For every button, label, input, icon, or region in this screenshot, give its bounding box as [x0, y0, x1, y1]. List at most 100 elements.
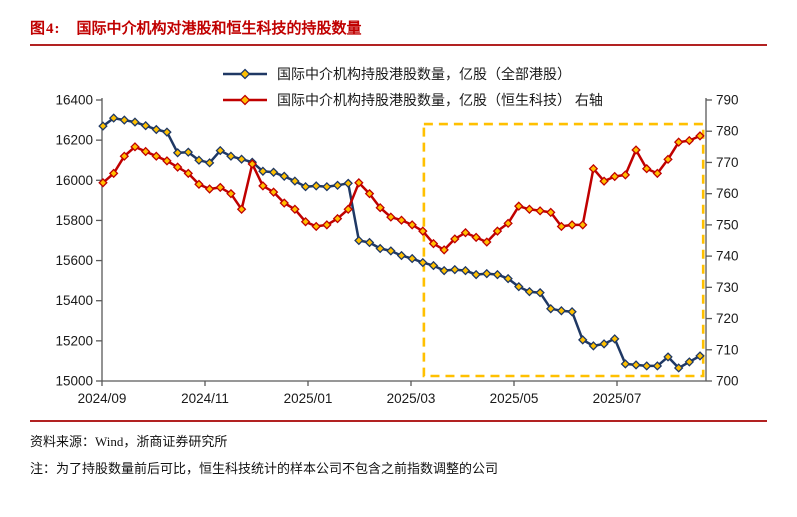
diamond-marker-icon: [322, 181, 332, 192]
diamond-marker-icon: [546, 207, 556, 218]
legend-item-all-hk: 国际中介机构持股港股数量，亿股（全部港股）: [222, 64, 603, 84]
y-tick-label-left: 16400: [55, 93, 93, 108]
diamond-marker-icon: [354, 178, 364, 188]
diamond-marker-icon: [428, 260, 439, 271]
diamond-marker-icon: [215, 182, 225, 193]
diamond-marker-icon: [258, 181, 268, 191]
diamond-marker-icon: [108, 168, 119, 179]
diamond-marker-icon: [695, 351, 705, 361]
diamond-marker-icon: [268, 187, 279, 197]
diamond-marker-icon: [620, 170, 631, 180]
diamond-marker-icon: [119, 151, 130, 161]
y-tick-label-left: 15800: [55, 213, 93, 228]
figure-title-text: 国际中介机构对港股和恒生科技的持股数量: [76, 21, 362, 37]
y-tick-label-right: 740: [716, 249, 739, 264]
diamond-marker-icon: [503, 218, 513, 229]
y-tick-label-right: 720: [716, 311, 739, 326]
diamond-marker-icon: [300, 217, 311, 227]
diamond-marker-icon: [236, 154, 247, 164]
diamond-marker-icon: [226, 188, 236, 199]
diamond-marker-icon: [599, 176, 609, 186]
diamond-marker-icon: [311, 221, 321, 232]
diamond-marker-icon: [247, 159, 257, 169]
diamond-marker-icon: [172, 162, 183, 172]
diamond-marker-icon: [556, 306, 567, 316]
diamond-marker-icon: [407, 220, 417, 230]
diamond-marker-icon: [450, 264, 460, 275]
diamond-marker-icon: [332, 213, 343, 224]
figure-title: 图4: 国际中介机构对港股和恒生科技的持股数量: [30, 17, 362, 38]
y-tick-label-right: 730: [716, 280, 739, 295]
top-divider: [30, 44, 767, 46]
diamond-marker-icon: [673, 137, 684, 147]
diamond-marker-icon: [556, 221, 567, 232]
y-tick-label-left: 15600: [55, 253, 93, 268]
diamond-marker-icon: [641, 361, 652, 371]
diamond-marker-icon: [482, 268, 492, 279]
diamond-marker-icon: [567, 220, 577, 230]
diamond-marker-icon: [396, 250, 407, 261]
diamond-marker-icon: [183, 147, 194, 157]
diamond-marker-icon: [567, 307, 577, 317]
diamond-marker-icon: [290, 204, 300, 214]
diamond-marker-icon: [684, 135, 695, 146]
diamond-marker-icon: [492, 226, 503, 236]
diamond-marker-icon: [151, 124, 162, 135]
y-tick-label-left: 16200: [55, 133, 93, 148]
series-line-1: [102, 134, 701, 252]
y-tick-label-left: 15200: [55, 333, 93, 348]
diamond-marker-icon: [364, 237, 375, 248]
diamond-marker-icon: [239, 68, 251, 80]
series-markers-0: [98, 113, 705, 373]
diamond-marker-icon: [332, 180, 343, 191]
diamond-marker-icon: [375, 243, 385, 254]
diamond-marker-icon: [396, 215, 407, 225]
diamond-marker-icon: [386, 246, 396, 256]
diamond-marker-icon: [524, 204, 535, 214]
diamond-marker-icon: [140, 120, 151, 131]
diamond-marker-icon: [204, 184, 215, 194]
diamond-marker-icon: [375, 202, 385, 213]
highlight-box: [422, 122, 705, 378]
diamond-marker-icon: [578, 220, 588, 230]
diamond-marker-icon: [343, 178, 353, 189]
y-tick-label-left: 15000: [55, 374, 93, 389]
bottom-divider: [30, 420, 767, 422]
diamond-marker-icon: [492, 269, 503, 280]
diamond-marker-icon: [311, 181, 321, 191]
diamond-marker-icon: [151, 151, 162, 161]
diamond-marker-icon: [343, 204, 353, 214]
diamond-marker-icon: [290, 176, 300, 186]
legend-label: 国际中介机构持股港股数量，亿股（全部港股）: [277, 66, 571, 82]
diamond-marker-icon: [663, 154, 673, 165]
diamond-marker-icon: [620, 359, 631, 369]
diamond-marker-icon: [535, 206, 545, 216]
diamond-marker-icon: [215, 145, 225, 156]
diamond-marker-icon: [183, 168, 194, 179]
source-line: 资料来源：Wind，浙商证券研究所: [30, 434, 228, 449]
diamond-marker-icon: [300, 181, 311, 192]
y-tick-label-left: 15400: [55, 293, 93, 308]
diamond-marker-icon: [535, 287, 545, 298]
series-markers-1: [98, 131, 705, 255]
x-tick-label: 2025/07: [593, 391, 642, 406]
series-line-0: [102, 116, 701, 370]
diamond-marker-icon: [268, 167, 279, 177]
y-tick-label-right: 750: [716, 217, 739, 232]
diamond-marker-icon: [684, 357, 695, 367]
diamond-marker-icon: [258, 166, 268, 176]
diamond-marker-icon: [130, 117, 140, 127]
diamond-marker-icon: [418, 257, 428, 268]
diamond-marker-icon: [460, 227, 471, 238]
legend-label: 国际中介机构持股港股数量，亿股（恒生科技） 右轴: [277, 92, 603, 108]
diamond-marker-icon: [673, 363, 684, 373]
diamond-marker-icon: [279, 198, 289, 208]
y-tick-label-left: 16000: [55, 173, 93, 188]
diamond-marker-icon: [546, 304, 556, 314]
y-tick-label-right: 790: [716, 93, 739, 108]
diamond-marker-icon: [108, 113, 119, 123]
x-tick-label: 2025/01: [284, 391, 333, 406]
note-line: 注：为了持股数量前后可比，恒生科技统计的样本公司不包含之前指数调整的公司: [30, 461, 499, 476]
diamond-marker-icon: [631, 360, 641, 370]
diamond-marker-icon: [119, 115, 130, 125]
